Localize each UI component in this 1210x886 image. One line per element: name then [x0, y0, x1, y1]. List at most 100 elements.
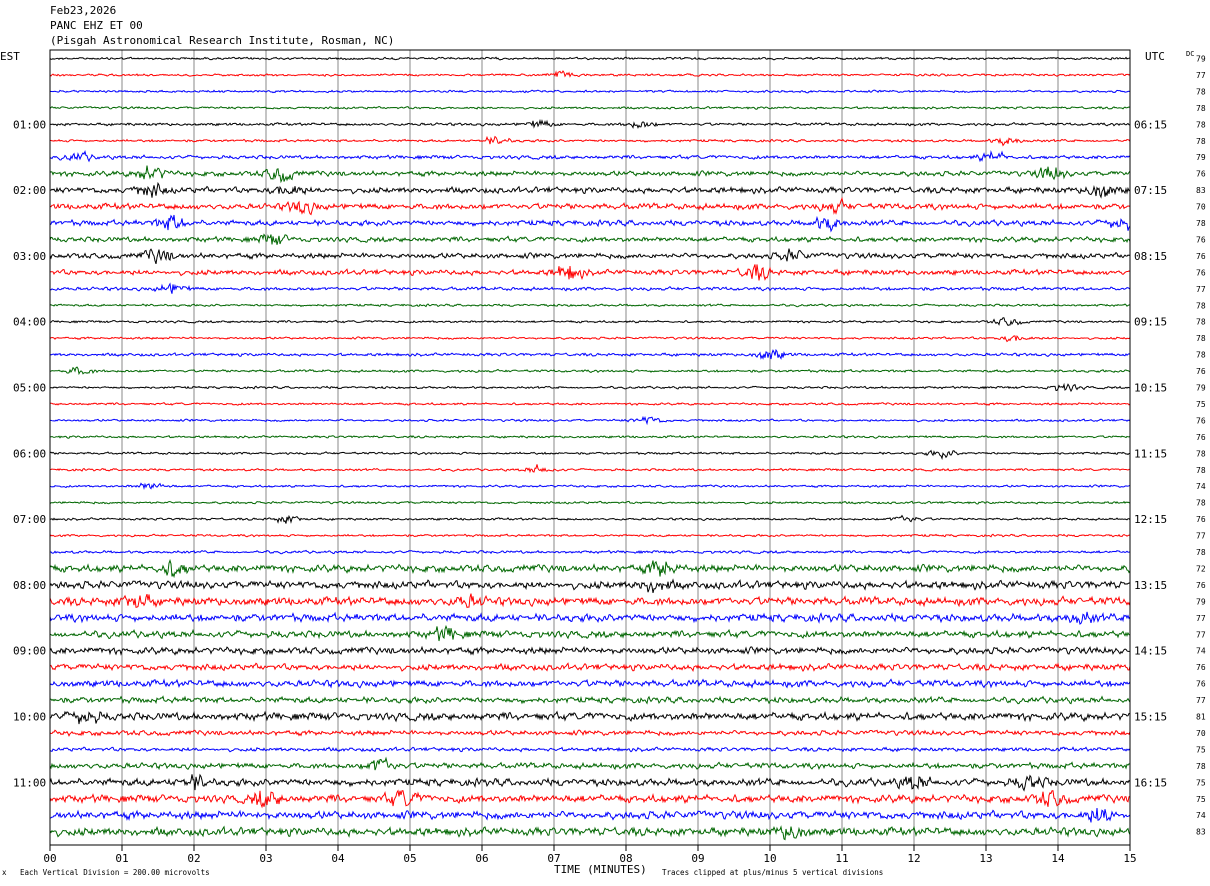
dc-value: 70 — [1196, 729, 1206, 738]
dc-value: 77 — [1196, 71, 1206, 80]
dc-value: 77 — [1196, 696, 1206, 705]
dc-value: 78 — [1196, 219, 1206, 228]
right-hour-label: 08:15 — [1134, 250, 1167, 263]
dc-value: 78 — [1196, 120, 1206, 129]
seismic-trace — [49, 773, 1131, 792]
seismic-trace — [49, 214, 1131, 233]
seismic-trace — [49, 105, 1131, 110]
right-timezone-label: UTC — [1145, 50, 1165, 63]
seismic-trace — [49, 303, 1131, 308]
x-tick-label: 09 — [691, 852, 704, 865]
seismic-trace — [49, 348, 1131, 360]
seismic-trace — [49, 56, 1131, 61]
x-tick-label: 06 — [475, 852, 488, 865]
seismic-trace — [49, 533, 1130, 538]
dc-value: 75 — [1196, 400, 1206, 409]
dc-value: 76 — [1196, 680, 1206, 689]
seismic-trace — [49, 165, 1131, 184]
dc-value: 78 — [1196, 449, 1206, 458]
x-tick-label: 04 — [331, 852, 345, 865]
dc-value: 74 — [1196, 482, 1206, 491]
left-hour-label: 03:00 — [13, 250, 46, 263]
dc-value: 76 — [1196, 170, 1206, 179]
left-hour-label: 10:00 — [13, 711, 46, 724]
seismic-trace — [49, 611, 1131, 625]
right-hour-label: 14:15 — [1134, 645, 1167, 658]
seismic-trace — [49, 808, 1131, 823]
dc-value: 70 — [1196, 203, 1206, 212]
dc-value: 78 — [1196, 301, 1206, 310]
dc-value: 76 — [1196, 268, 1206, 277]
seismic-trace — [49, 500, 1131, 505]
x-tick-label: 01 — [115, 852, 128, 865]
dc-value: 75 — [1196, 795, 1206, 804]
clip-note: Traces clipped at plus/minus 5 vertical … — [662, 868, 884, 877]
seismic-trace — [49, 482, 1131, 491]
x-tick-label: 08 — [619, 852, 632, 865]
seismic-trace — [49, 89, 1131, 94]
dc-value: 81 — [1196, 713, 1206, 722]
x-tick-label: 05 — [403, 852, 416, 865]
left-hour-label: 09:00 — [13, 645, 46, 658]
left-hour-label: 02:00 — [13, 184, 46, 197]
seismic-trace — [49, 678, 1131, 689]
dc-value: 76 — [1196, 252, 1206, 261]
right-hour-label: 09:15 — [1134, 316, 1167, 329]
dc-value: 77 — [1196, 630, 1206, 639]
x-tick-label: 10 — [763, 852, 776, 865]
right-hour-label: 07:15 — [1134, 184, 1167, 197]
seismic-trace — [50, 317, 1131, 327]
dc-value: 72 — [1196, 564, 1206, 573]
dc-value: 83 — [1196, 186, 1206, 195]
dc-value: 79 — [1196, 597, 1206, 606]
seismic-trace — [49, 729, 1131, 737]
dc-value: 79 — [1196, 384, 1206, 393]
left-hour-label: 11:00 — [13, 776, 46, 789]
x-tick-label: 13 — [979, 852, 992, 865]
dc-value: 78 — [1196, 351, 1206, 360]
seismic-trace — [49, 366, 1131, 376]
seismic-trace — [49, 710, 1131, 725]
dc-value: 78 — [1196, 334, 1206, 343]
seismic-trace — [49, 645, 1130, 656]
seismic-trace — [49, 662, 1131, 672]
seismic-trace — [49, 825, 1131, 841]
station-location: (Pisgah Astronomical Research Institute,… — [50, 34, 395, 47]
left-hour-label: 04:00 — [13, 316, 46, 329]
seismic-trace — [49, 248, 1131, 265]
corner-mark: x — [2, 868, 7, 877]
dc-value: 76 — [1196, 367, 1206, 376]
right-hour-label: 12:15 — [1134, 513, 1167, 526]
seismic-trace — [49, 789, 1131, 809]
seismic-trace — [49, 264, 1131, 281]
seismic-trace — [50, 415, 1131, 426]
seismic-trace — [49, 449, 1131, 461]
x-axis-title: TIME (MINUTES) — [554, 863, 647, 876]
left-hour-label: 07:00 — [13, 513, 46, 526]
seismic-trace — [49, 593, 1131, 609]
dc-value: 78 — [1196, 466, 1206, 475]
plot-frame — [49, 49, 1131, 846]
dc-value: 76 — [1196, 235, 1206, 244]
seismic-trace — [49, 282, 1131, 294]
seismic-trace — [49, 578, 1131, 594]
dc-value: 77 — [1196, 285, 1206, 294]
seismic-trace — [49, 514, 1131, 524]
dc-value: 74 — [1196, 647, 1206, 656]
dc-value: 76 — [1196, 433, 1206, 442]
right-hour-label: 10:15 — [1134, 382, 1167, 395]
seismic-trace — [49, 756, 1131, 771]
dc-value: 76 — [1196, 515, 1206, 524]
seismic-trace — [49, 624, 1131, 642]
seismic-trace — [49, 149, 1131, 163]
seismic-trace — [49, 746, 1131, 753]
dc-value: 79 — [1196, 55, 1206, 64]
x-tick-label: 02 — [187, 852, 200, 865]
x-tick-label: 00 — [43, 852, 56, 865]
dc-value: 76 — [1196, 416, 1206, 425]
right-hour-label: 11:15 — [1134, 447, 1167, 460]
plot-date: Feb23,2026 — [50, 4, 117, 17]
left-hour-label: 08:00 — [13, 579, 46, 592]
seismic-trace — [49, 382, 1131, 393]
